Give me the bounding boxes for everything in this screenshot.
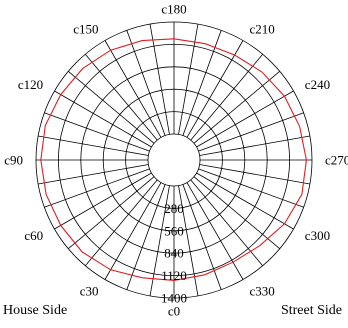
grid-spoke: [38, 135, 149, 156]
angle-label-c150: c150: [73, 22, 98, 37]
grid-spoke: [38, 164, 149, 185]
angle-label-c30: c30: [80, 283, 99, 298]
grid-spoke: [198, 112, 304, 152]
grid-spoke: [193, 176, 280, 250]
polar-grid: [35, 21, 313, 299]
radial-tick-label: 1400: [161, 291, 187, 306]
series-group: [40, 38, 307, 281]
angle-label-c330: c330: [250, 283, 275, 298]
grid-spoke: [84, 54, 158, 141]
grid-spoke: [198, 168, 304, 208]
grid-spoke: [186, 40, 244, 138]
grid-spoke: [190, 54, 264, 141]
grid-spoke: [199, 164, 310, 185]
angle-label-c90: c90: [4, 153, 23, 168]
grid-spoke: [196, 90, 294, 148]
angle-label-c0: c0: [168, 304, 180, 319]
series-line: [40, 38, 307, 281]
house-side-label: House Side: [3, 303, 68, 318]
label-group: c0 c30 c60 c90 c120 c150 c180 c210 c240 c270 c300 c…: [4, 2, 348, 319]
angle-label-c60: c60: [24, 228, 43, 243]
grid-spoke: [149, 24, 170, 135]
angle-label-c240: c240: [305, 77, 330, 92]
grid-spoke: [190, 179, 264, 266]
grid-spoke: [84, 179, 158, 266]
grid-spoke: [178, 185, 199, 296]
grid-spoke: [104, 40, 162, 138]
angle-label-c270: c270: [325, 153, 348, 168]
grid-spoke: [186, 182, 244, 280]
radial-tick-label: 840: [164, 246, 184, 261]
grid-spoke: [199, 135, 310, 156]
grid-spoke: [68, 70, 155, 144]
angle-label-c300: c300: [305, 228, 330, 243]
grid-spoke: [68, 176, 155, 250]
grid-spoke: [54, 90, 152, 148]
grid-spoke: [149, 185, 170, 296]
grid-spoke: [193, 70, 280, 144]
street-side-label: Street Side: [280, 303, 342, 318]
radial-tick-label: 560: [164, 223, 184, 238]
grid-spoke: [126, 30, 166, 136]
radial-tick-label: 280: [164, 201, 184, 216]
grid-circle-inner: [147, 133, 201, 187]
angle-label-c120: c120: [18, 77, 43, 92]
angle-label-c210: c210: [250, 22, 275, 37]
grid-spoke: [104, 182, 162, 280]
grid-spoke: [44, 168, 150, 208]
grid-spoke: [44, 112, 150, 152]
angle-label-c180: c180: [161, 2, 186, 17]
radial-tick-label: 1120: [161, 268, 187, 283]
grid-spoke: [126, 184, 166, 290]
grid-spoke: [182, 30, 222, 136]
grid-spoke: [54, 172, 152, 230]
grid-spoke: [182, 184, 222, 290]
grid-spoke: [196, 172, 294, 230]
